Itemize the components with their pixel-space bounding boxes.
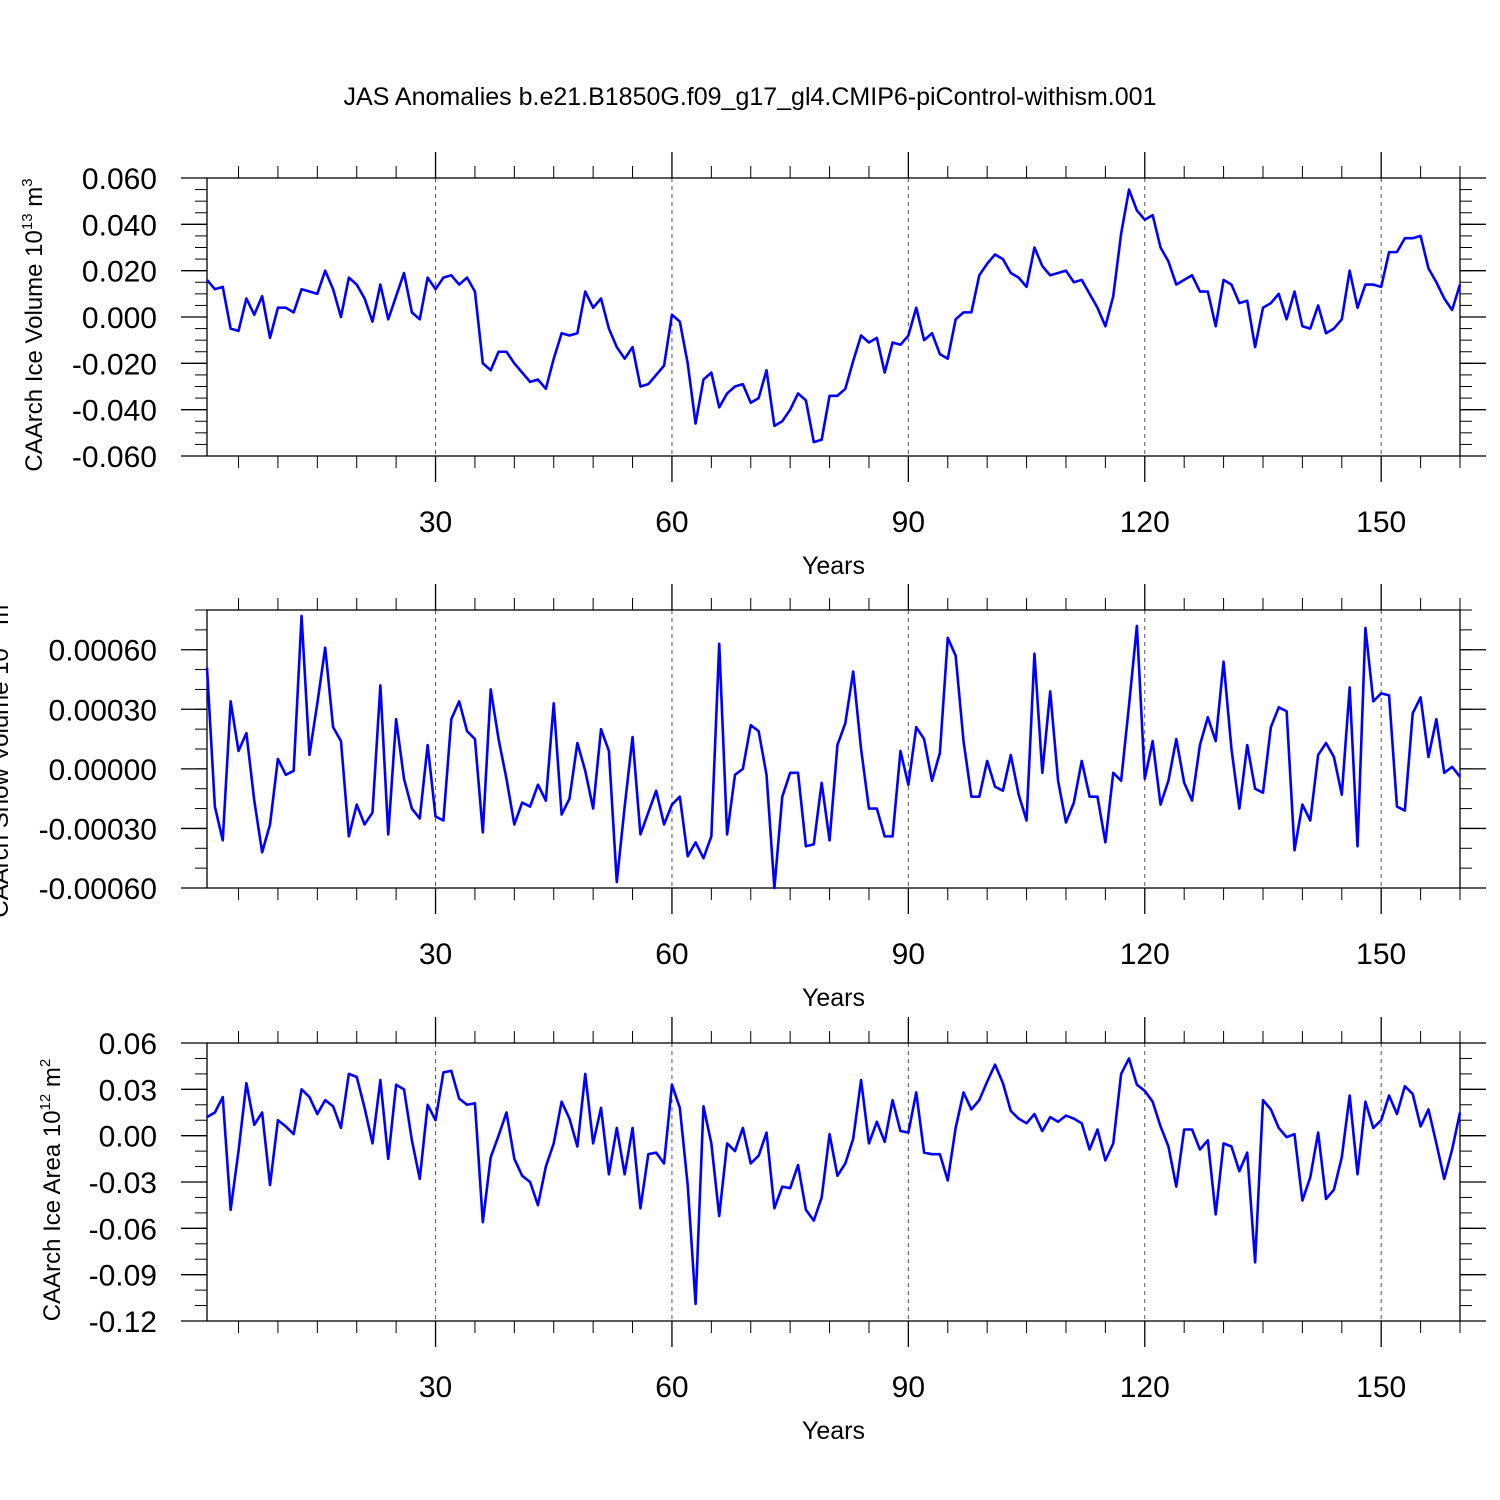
- chart-title: JAS Anomalies b.e21.B1850G.f09_g17_gl4.C…: [344, 83, 1157, 111]
- series-line: [205, 614, 1462, 890]
- y-tick-label: -0.03: [89, 1167, 157, 1200]
- y-tick-label: 0.00030: [49, 694, 157, 727]
- snow-volume-panel: -0.00060 -0.00030 0.00000 0.00030 0.00060 30 6…: [0, 584, 1486, 1012]
- y-tick-label: 0.060: [82, 163, 157, 196]
- ice-volume-panel: -0.060 -0.040 -0.020 0.000 0.020 0.040 0.060 30…: [19, 152, 1486, 580]
- x-tick-label: 60: [655, 1371, 688, 1404]
- y-tick-label: 0.00000: [49, 754, 157, 787]
- y-tick-label: 0.020: [82, 256, 157, 289]
- y-tick-label: 0.000: [82, 302, 157, 335]
- y-label-exponent: 13: [19, 213, 36, 230]
- plot-frame: [206, 177, 1461, 457]
- x-tick-label: 120: [1120, 506, 1170, 539]
- x-tick-label: 60: [655, 506, 688, 539]
- y-tick-label: -0.020: [72, 348, 157, 381]
- y-tick-label: -0.00030: [39, 813, 157, 846]
- y-tick-label: -0.060: [72, 441, 157, 474]
- y-tick-label: 0.00060: [49, 635, 157, 668]
- y-label-text: CAArch Ice Volume 10: [21, 230, 48, 471]
- y-label-exponent: 13: [0, 631, 2, 648]
- y-label-unit: m: [21, 187, 48, 214]
- x-tick-label: 90: [892, 1371, 925, 1404]
- x-tick-label: 90: [892, 938, 925, 971]
- y-label-text: CAArch Ice Area 10: [39, 1110, 66, 1321]
- x-tick-label: 30: [419, 938, 452, 971]
- y-tick-label: -0.09: [89, 1260, 157, 1293]
- series-line: [206, 188, 1462, 444]
- x-tick-label: 30: [419, 506, 452, 539]
- y-tick-label: 0.00: [99, 1121, 157, 1154]
- x-tick-label: 120: [1120, 1371, 1170, 1404]
- x-tick-label: 120: [1120, 938, 1170, 971]
- y-label-unit: m: [0, 605, 14, 632]
- y-tick-label: 0.040: [82, 209, 157, 242]
- y-tick-label: 0.03: [99, 1074, 157, 1107]
- y-tick-label: -0.06: [89, 1213, 157, 1246]
- y-tick-label: -0.00060: [39, 873, 157, 906]
- x-tick-label: 30: [419, 1371, 452, 1404]
- series-line: [206, 1057, 1462, 1306]
- y-label-unit-exponent: 3: [19, 178, 36, 186]
- y-label-exponent: 12: [37, 1094, 54, 1111]
- ice-area-panel: -0.12 -0.09 -0.06 -0.03 0.00 0.03 0.06 30 60 90 12…: [37, 1017, 1486, 1445]
- y-tick-label: -0.040: [72, 395, 157, 428]
- y-label-unit-exponent: 3: [0, 596, 2, 604]
- x-tick-label: 60: [655, 938, 688, 971]
- y-axis-label: CAArch Ice Area 1012 m2: [37, 1059, 66, 1321]
- y-axis-label: CAArch Snow Volume 1013 m3: [0, 596, 14, 917]
- x-tick-label: 150: [1356, 506, 1406, 539]
- y-label-text: CAArch Snow Volume 10: [0, 648, 14, 917]
- x-axis-label: Years: [802, 552, 865, 580]
- y-axis-label: CAArch Ice Volume 1013 m3: [19, 178, 48, 471]
- y-tick-label: -0.12: [89, 1306, 157, 1339]
- y-tick-label: 0.06: [99, 1028, 157, 1061]
- x-tick-label: 150: [1356, 938, 1406, 971]
- x-tick-label: 150: [1356, 1371, 1406, 1404]
- y-label-unit-exponent: 2: [37, 1059, 54, 1067]
- x-axis-label: Years: [802, 984, 865, 1012]
- x-axis-label: Years: [802, 1417, 865, 1445]
- x-tick-label: 90: [892, 506, 925, 539]
- y-label-unit: m: [39, 1067, 66, 1094]
